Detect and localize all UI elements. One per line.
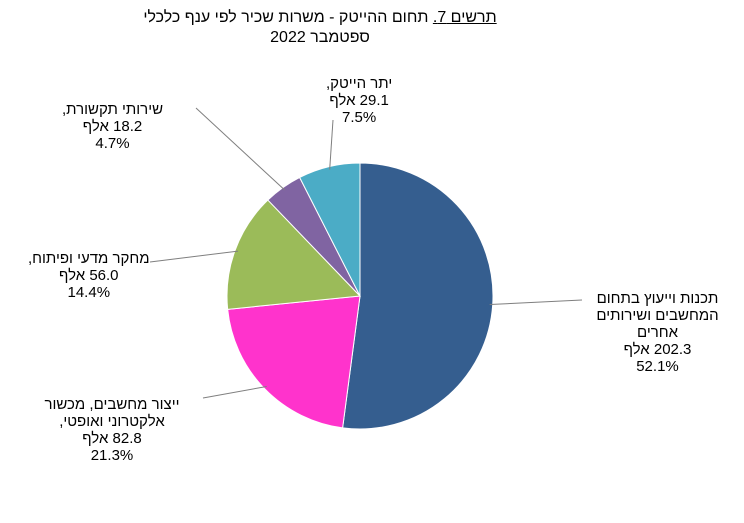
leader-line-software	[489, 299, 583, 306]
pie-slice-other-hitech	[299, 162, 361, 297]
slice-value: 29.1 אלף	[329, 92, 389, 109]
leader-line-rnd	[149, 250, 239, 263]
chart-subtitle: ספטמבר 2022	[270, 29, 370, 46]
slice-name: תכנות וייעוץ בתחום המחשבים ושירותים אחרי…	[596, 290, 719, 341]
slice-name: שירותי תקשורת,	[62, 101, 164, 118]
slice-name: ייצור מחשבים, מכשור אלקטרוני ואופטי,	[44, 396, 180, 430]
slice-label-communications: שירותי תקשורת, 18.2 אלף 4.7%	[62, 101, 163, 152]
slice-value: 56.0 אלף	[59, 267, 119, 284]
slice-name: מחקר מדעי ופיתוח,	[28, 250, 150, 267]
slice-value: 82.8 אלף	[82, 430, 142, 447]
chart-title-main: תחום ההייטק - משרות שכיר לפי ענף כלכלי	[143, 9, 429, 26]
slice-percent: 21.3%	[90, 447, 134, 464]
slice-label-other-hitech: יתר הייטק, 29.1 אלף 7.5%	[326, 75, 392, 126]
slice-percent: 14.4%	[67, 284, 111, 301]
slice-percent: 52.1%	[636, 358, 679, 375]
chart-title-prefix: תרשים 7.	[432, 9, 497, 26]
chart-title: תרשים 7. תחום ההייטק - משרות שכיר לפי ענ…	[120, 8, 520, 48]
slice-label-manufacturing: ייצור מחשבים, מכשור אלקטרוני ואופטי, 82.…	[22, 396, 202, 464]
pie-slices	[226, 162, 494, 430]
slice-label-rnd: מחקר מדעי ופיתוח, 56.0 אלף 14.4%	[28, 250, 150, 301]
leader-line-other-hitech	[329, 119, 334, 170]
slice-name: יתר הייטק,	[326, 75, 393, 92]
slice-value: 202.3 אלף	[623, 341, 692, 358]
leader-line-manufacturing	[202, 386, 267, 399]
slice-value: 18.2 אלף	[82, 118, 143, 135]
slice-label-software: תכנות וייעוץ בתחום המחשבים ושירותים אחרי…	[575, 290, 740, 375]
leader-line-communications	[195, 107, 286, 191]
pie-slice-rnd	[226, 199, 362, 310]
slice-percent: 7.5%	[342, 109, 377, 126]
leader-lines	[149, 107, 583, 399]
pie-slice-manufacturing	[227, 295, 361, 429]
pie-slice-software	[342, 162, 494, 430]
slice-percent: 4.7%	[95, 135, 130, 152]
